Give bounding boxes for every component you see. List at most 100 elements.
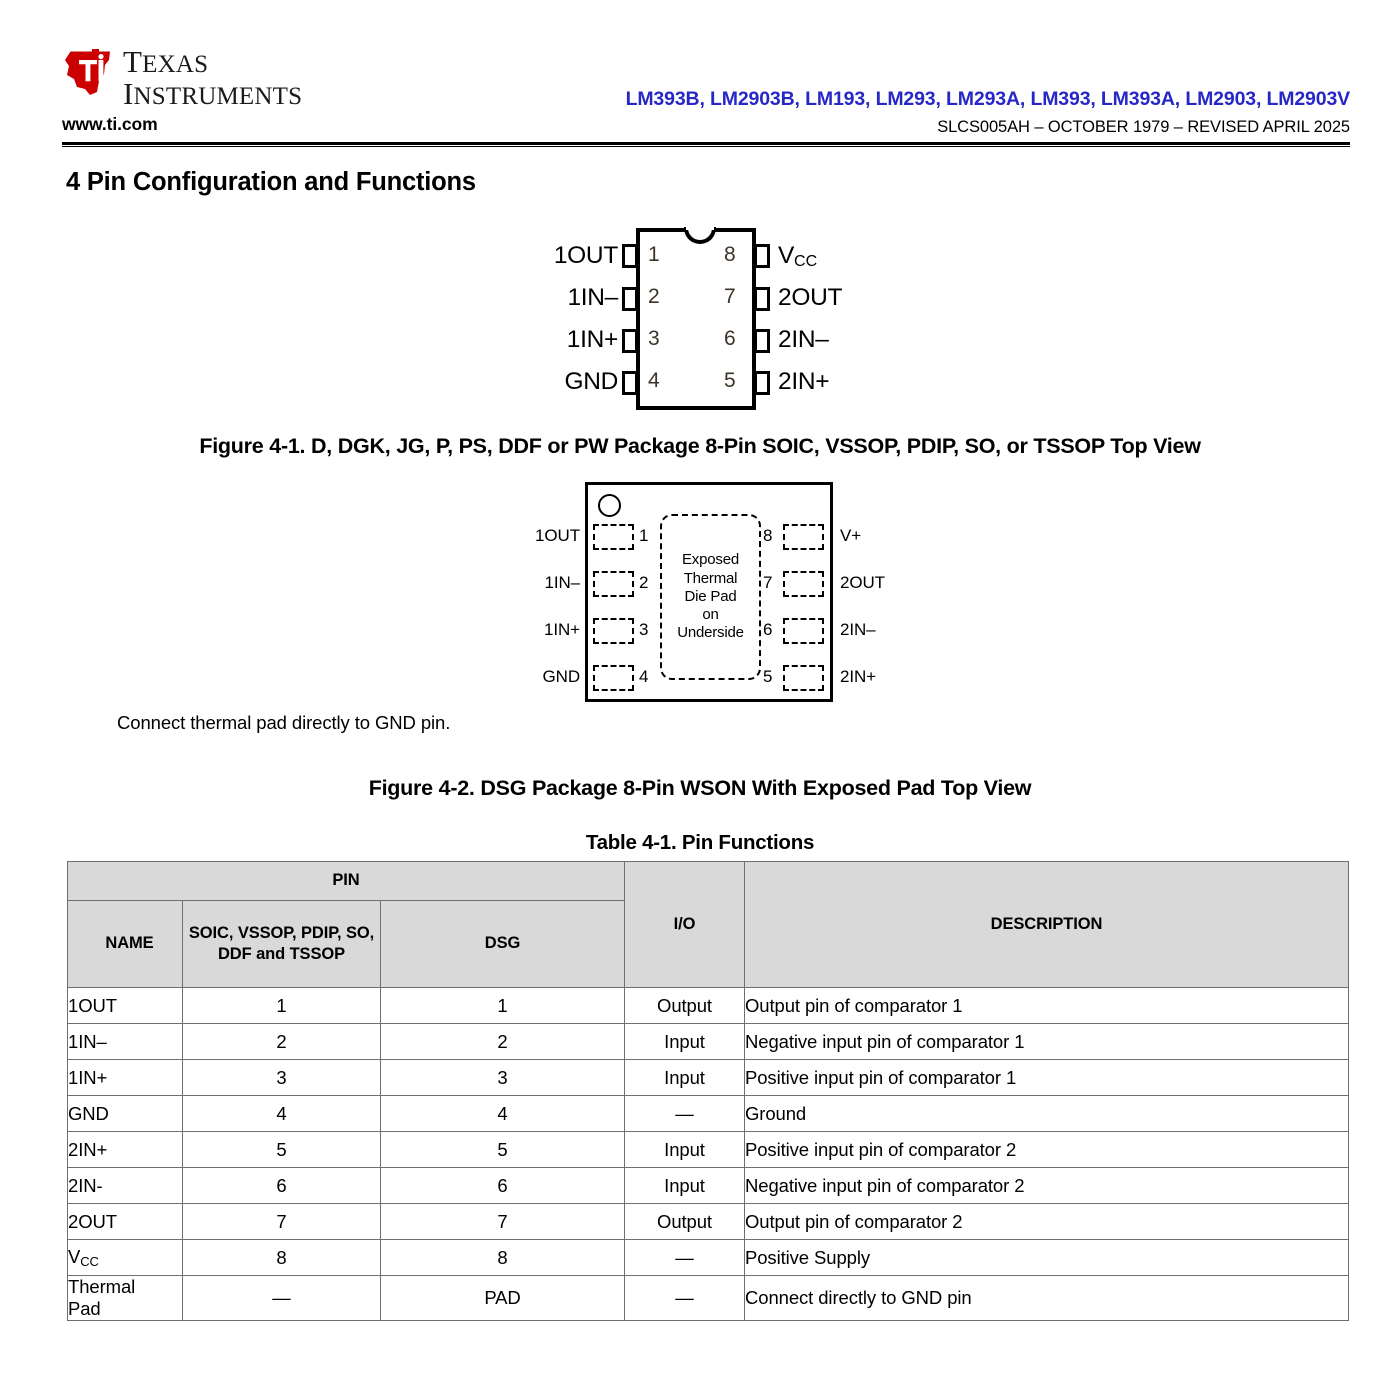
page-title: 4 Pin Configuration and Functions: [66, 168, 476, 196]
dsg-pin-label-2out: 2OUT: [840, 573, 885, 592]
table-row: GND 4 4 — Ground: [67, 1095, 1349, 1132]
cell-pin-name: 1OUT: [67, 987, 183, 1024]
dsg-lead-3: [593, 618, 634, 644]
cell-dsg-pin: PAD: [380, 1275, 625, 1321]
cell-io: Input: [624, 1167, 745, 1204]
dsg-pin-label-2in-neg: 2IN–: [840, 620, 876, 639]
soic-pin-number-6: 6: [724, 327, 736, 350]
soic-pin-label-vcc: VCC: [778, 242, 817, 271]
soic-pin-number-2: 2: [648, 285, 660, 308]
cell-pin-name: 1IN–: [67, 1023, 183, 1060]
dsg-lead-4: [593, 665, 634, 691]
cell-pin-name: 2IN-: [67, 1167, 183, 1204]
table-row: 2IN+ 5 5 Input Positive input pin of com…: [67, 1131, 1349, 1168]
cell-description: Output pin of comparator 1: [744, 987, 1349, 1024]
soic-pin-number-1: 1: [648, 243, 660, 266]
header-name: NAME: [67, 900, 183, 988]
pad-text-line-1: Exposed: [682, 551, 739, 569]
dsg-pin-label-vplus: V+: [840, 526, 862, 545]
pad-text-line-4: on: [702, 606, 719, 624]
header-soic-group: SOIC, VSSOP, PDIP, SO, DDF and TSSOP: [182, 900, 381, 988]
header-right-block: LM393B, LM2903B, LM193, LM293, LM293A, L…: [350, 88, 1351, 137]
soic-pin-label-1in-neg: 1IN–: [567, 284, 618, 311]
cell-pin-name: GND: [67, 1095, 183, 1132]
soic-pin-label-2in-neg: 2IN–: [778, 326, 829, 353]
vcc-subscript: CC: [80, 1254, 99, 1269]
cell-soic-pin: 4: [182, 1095, 381, 1132]
cell-dsg-pin: 7: [380, 1203, 625, 1240]
cell-pin-name-text: Thermal Pad: [68, 1276, 136, 1319]
cell-description: Output pin of comparator 2: [744, 1203, 1349, 1240]
table-row: 1IN– 2 2 Input Negative input pin of com…: [67, 1023, 1349, 1060]
dsg-pin-label-1out: 1OUT: [535, 526, 580, 545]
dsg-pin-label-gnd: GND: [542, 667, 581, 686]
dsg-package-diagram: Exposed Thermal Die Pad on Underside 1 2…: [505, 482, 905, 702]
cell-description: Positive input pin of comparator 2: [744, 1131, 1349, 1168]
dsg-pin-number-7: 7: [763, 573, 773, 592]
vcc-text: V: [68, 1246, 81, 1267]
table-header-row-2: NAME SOIC, VSSOP, PDIP, SO, DDF and TSSO…: [67, 900, 1349, 988]
ti-brand-line-1: TTexasEXAS: [123, 44, 209, 79]
table-row: VCC 8 8 — Positive Supply: [67, 1239, 1349, 1276]
table-row: 1OUT 1 1 Output Output pin of comparator…: [67, 987, 1349, 1024]
cell-pin-name: 1IN+: [67, 1059, 183, 1096]
header-divider-rule: [62, 142, 1350, 147]
pin-functions-table-wrapper: PIN I/O DESCRIPTION NAME SOIC, VSSOP, PD…: [67, 861, 1349, 1321]
cell-description: Negative input pin of comparator 2: [744, 1167, 1349, 1204]
ti-website-link[interactable]: www.ti.com: [62, 114, 158, 134]
dsg-pin-number-8: 8: [763, 526, 773, 545]
pad-text-line-2: Thermal: [683, 569, 738, 587]
cell-description: Positive input pin of comparator 1: [744, 1059, 1349, 1096]
figure-4-1-caption: Figure 4-1. D, DGK, JG, P, PS, DDF or PW…: [199, 434, 1201, 458]
soic-pin-label-2out: 2OUT: [778, 284, 843, 311]
cell-io: —: [624, 1275, 745, 1321]
pin-functions-table: PIN I/O DESCRIPTION NAME SOIC, VSSOP, PD…: [67, 861, 1349, 1321]
cell-soic-pin: 1: [182, 987, 381, 1024]
soic-lead-2: [622, 287, 638, 311]
part-numbers-title: LM393B, LM2903B, LM193, LM293, LM293A, L…: [625, 88, 1351, 110]
cell-io: Output: [624, 987, 745, 1024]
table-4-1-title: Table 4-1. Pin Functions: [585, 831, 815, 854]
table-body: 1OUT 1 1 Output Output pin of comparator…: [67, 987, 1349, 1321]
cell-dsg-pin: 1: [380, 987, 625, 1024]
cell-io: —: [624, 1095, 745, 1132]
dsg-lead-1: [593, 524, 634, 550]
soic-pin-number-5: 5: [724, 369, 736, 392]
cell-description: Connect directly to GND pin: [744, 1275, 1349, 1321]
cell-pin-name: 2IN+: [67, 1131, 183, 1168]
soic-lead-5: [754, 371, 770, 395]
dsg-pin-number-5: 5: [763, 667, 773, 686]
soic-pin-label-1out: 1OUT: [553, 242, 618, 269]
soic-notch-icon: [684, 227, 716, 244]
cell-pin-name: Thermal Pad: [67, 1275, 183, 1321]
cell-dsg-pin: 8: [380, 1239, 625, 1276]
cell-dsg-pin: 2: [380, 1023, 625, 1060]
dsg-pin-number-2: 2: [639, 573, 649, 592]
ti-wordmark: TTexasEXAS INSTRUMENTS: [123, 46, 302, 109]
dsg-lead-2: [593, 571, 634, 597]
soic-pin-number-8: 8: [724, 243, 736, 266]
dsg-pin-number-4: 4: [639, 667, 649, 686]
cell-soic-pin: 5: [182, 1131, 381, 1168]
table-row: Thermal Pad — PAD — Connect directly to G…: [67, 1275, 1349, 1321]
cell-soic-pin: 8: [182, 1239, 381, 1276]
header-dsg: DSG: [380, 900, 625, 988]
header-pin-group: PIN: [67, 861, 625, 901]
pin-1-indicator-icon: [598, 494, 621, 517]
cell-io: Input: [624, 1131, 745, 1168]
dsg-pin-number-1: 1: [639, 526, 649, 545]
header-description: DESCRIPTION: [744, 861, 1349, 988]
cell-dsg-pin: 4: [380, 1095, 625, 1132]
ti-brand-line-2: INSTRUMENTS: [123, 75, 303, 111]
soic-notch-mask: [686, 225, 714, 230]
soic-pin-number-7: 7: [724, 285, 736, 308]
cell-pin-name: 2OUT: [67, 1203, 183, 1240]
soic-pin-label-1in-pos: 1IN+: [566, 326, 619, 353]
soic-lead-8: [754, 244, 770, 268]
cell-io: Input: [624, 1023, 745, 1060]
soic-pin-label-2in-pos: 2IN+: [778, 368, 830, 395]
cell-soic-pin: 2: [182, 1023, 381, 1060]
cell-description: Negative input pin of comparator 1: [744, 1023, 1349, 1060]
exposed-thermal-pad: Exposed Thermal Die Pad on Underside: [660, 514, 761, 680]
cell-soic-pin: 6: [182, 1167, 381, 1204]
